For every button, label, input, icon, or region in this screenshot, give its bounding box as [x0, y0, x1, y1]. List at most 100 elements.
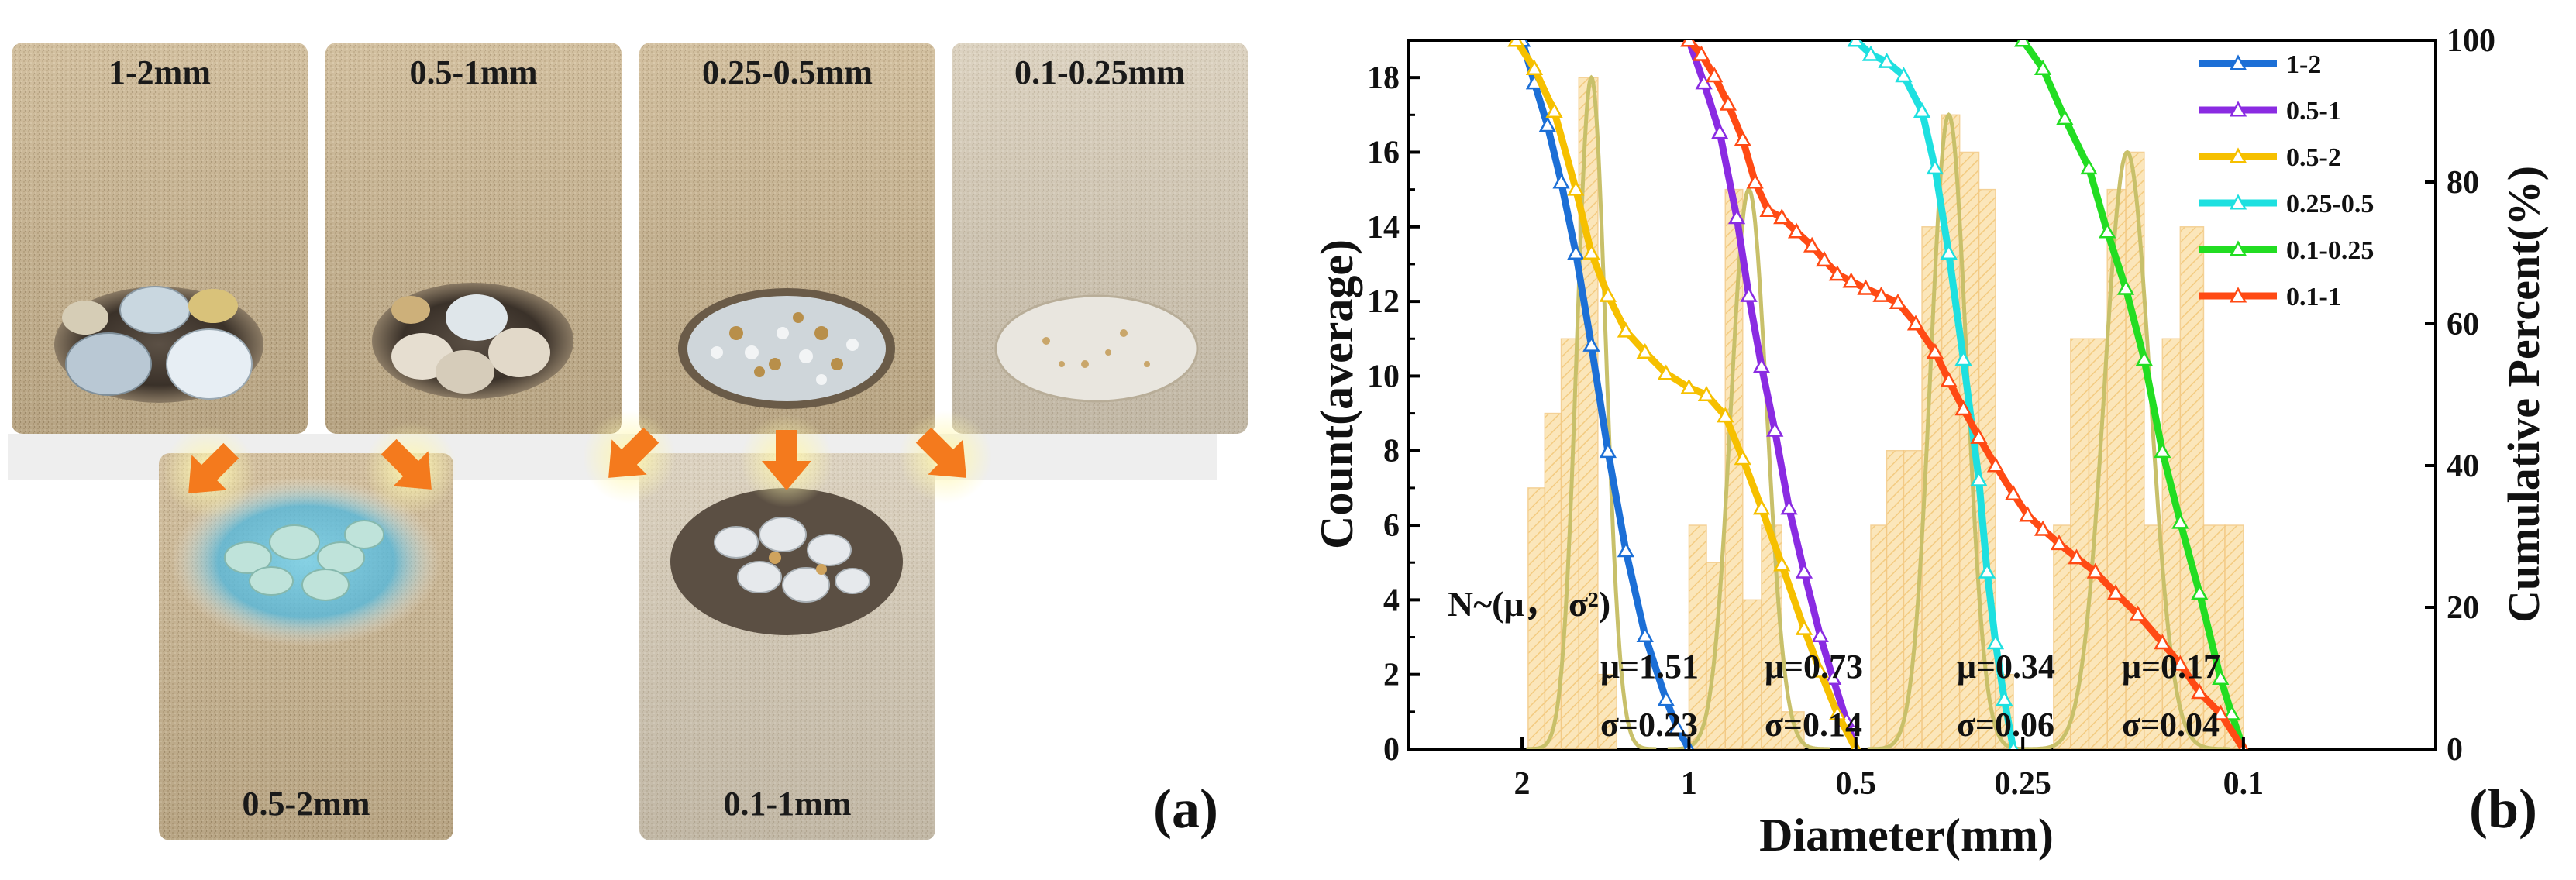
series-marker: [1617, 321, 1635, 338]
legend-marker: [2229, 101, 2247, 117]
series-marker: [1599, 442, 1617, 459]
series-marker: [1906, 315, 1925, 331]
axes: 0 2 4 6 8 10 12 14 16 18 0 20 40 60 80 100 2 1 0.5 0.25 0.1: [1367, 23, 2495, 802]
series-marker: [1719, 95, 1737, 111]
series-marker: [1766, 421, 1784, 437]
series-marker: [1861, 45, 1880, 61]
series-marker: [2106, 584, 2125, 600]
series-marker: [1954, 400, 1972, 416]
series-marker: [1717, 407, 1734, 423]
cumulative-series: [1507, 40, 2249, 749]
series-marker: [1828, 704, 1847, 720]
series-marker: [1878, 52, 1896, 68]
series-marker: [2008, 740, 2019, 749]
series-marker: [1795, 619, 1813, 635]
series-marker: [1773, 208, 1791, 225]
series-marker: [1617, 541, 1635, 558]
series-marker: [1697, 385, 1716, 401]
histogram-bar: [1870, 524, 1888, 749]
normal-fit-curve: [1526, 74, 1657, 749]
normal-fit-curve: [1667, 187, 1830, 749]
distribution-label: N~(μ， σ²): [1448, 584, 1610, 624]
normal-fit-curve: [2024, 150, 2230, 749]
series-marker: [2171, 655, 2189, 671]
series-marker: [2050, 535, 2068, 551]
series-marker: [1773, 555, 1791, 572]
histogram-bar: [2053, 524, 2071, 749]
fit-sigma: σ=0.23: [1600, 706, 1698, 744]
series-marker: [1740, 286, 1758, 302]
panel-a: 1-2mm 0.5-1mm: [8, 43, 1248, 840]
series-marker: [2212, 704, 2230, 720]
series-marker: [1780, 499, 1798, 515]
series-marker: [1599, 286, 1617, 302]
series-marker: [1657, 690, 1675, 706]
series-marker: [2171, 513, 2189, 529]
x-tick-label: 0.25: [1994, 766, 2051, 802]
arrow-down-left-icon: [364, 422, 457, 515]
series-marker: [1636, 627, 1654, 643]
arrow-down-right-icon: [163, 426, 256, 519]
series-marker: [1926, 343, 1944, 359]
series-marker: [1940, 371, 1958, 387]
y2-tick-label: 80: [2447, 165, 2479, 201]
fit-mu: μ=0.34: [1957, 648, 2055, 686]
series-marker: [1954, 350, 1972, 366]
legend-label: 0.1-0.25: [2286, 236, 2374, 265]
series-marker: [1706, 67, 1724, 83]
series-marker: [2116, 279, 2135, 295]
series-marker: [1711, 123, 1729, 139]
series-marker: [2068, 548, 2085, 565]
histogram-bar: [1742, 599, 1762, 749]
legend-label: 0.25-0.5: [2286, 190, 2374, 218]
series-marker: [1828, 265, 1847, 281]
y-tick-label: 0: [1383, 732, 1400, 768]
y2-tick-label: 20: [2447, 590, 2479, 626]
series-marker: [2191, 584, 2209, 600]
fit-mu: μ=0.17: [2122, 648, 2220, 686]
histogram-bar: [1886, 449, 1905, 749]
legend-marker: [2229, 54, 2247, 70]
series-marker: [2086, 562, 2104, 579]
normal-fit-curve: [1867, 112, 2030, 749]
panel-b-label: (b): [2469, 778, 2537, 840]
series-marker: [1889, 293, 1907, 309]
histogram-bar: [1597, 673, 1617, 749]
photo-0.1-0.25mm: 0.1-0.25mm: [952, 43, 1248, 434]
fit-sigma: σ=0.14: [1765, 706, 1862, 744]
series-marker: [1872, 286, 1890, 302]
series-marker: [1913, 101, 1931, 118]
x-axis-title: Diameter(mm): [1759, 810, 2054, 861]
photo-1-2mm: 1-2mm: [12, 43, 308, 434]
y-tick-label: 14: [1367, 210, 1400, 246]
series-marker: [1657, 364, 1675, 380]
photo-label: 0.5-1mm: [410, 53, 538, 91]
series-marker: [2004, 485, 2023, 501]
arrow-down-right-icon: [583, 411, 676, 504]
legend-label: 0.5-2: [2286, 143, 2341, 172]
series-marker: [2223, 704, 2240, 720]
fit-sigma: σ=0.04: [2122, 706, 2220, 744]
merge-arrows: [163, 411, 992, 519]
series-marker: [1636, 343, 1654, 359]
series-marker: [1996, 690, 2013, 706]
photo-label: 0.1-0.25mm: [1014, 53, 1185, 91]
x-tick-label: 2: [1514, 766, 1531, 802]
series-marker: [1582, 243, 1600, 260]
photo-label: 0.1-1mm: [724, 785, 852, 823]
series-marker: [2056, 109, 2074, 125]
photo-label: 0.5-2mm: [243, 785, 370, 823]
histogram-bar: [2224, 524, 2244, 749]
series-marker: [1970, 470, 1988, 486]
series-marker: [1693, 45, 1710, 61]
y2-tick-label: 60: [2447, 307, 2479, 342]
legend-label: 0.1-1: [2286, 283, 2341, 311]
y2-axis-title: Cumulative Percent(%): [2499, 166, 2549, 623]
series-marker: [2212, 669, 2230, 685]
y-tick-label: 10: [1367, 359, 1400, 394]
series-marker: [1824, 669, 1842, 685]
series-marker: [1842, 272, 1860, 288]
legend-marker: [2229, 147, 2247, 163]
